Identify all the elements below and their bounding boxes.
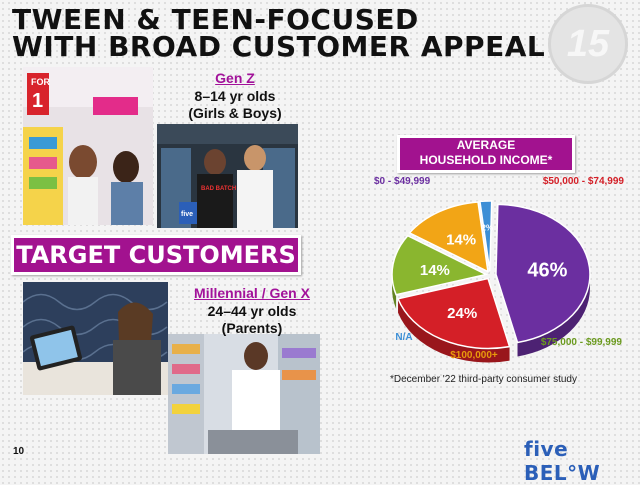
store-photo-girls: FOR 1 [23, 67, 153, 225]
millennial-who: (Parents) [221, 320, 283, 336]
millennial-label: Millennial / Gen X 24–44 yr olds (Parent… [182, 285, 322, 337]
tablet-woman-photo [23, 282, 168, 395]
genz-title: Gen Z [215, 70, 255, 86]
genz-label: Gen Z 8–14 yr olds (Girls & Boys) [180, 70, 290, 122]
income-title-box: Average Household Income* [397, 135, 575, 173]
pie-value-label-3: 14% [446, 232, 476, 249]
pie-value-label-4: 2% [482, 224, 494, 233]
pie-value-label-2: 14% [420, 262, 450, 279]
pie-slice-2 [391, 234, 489, 296]
pie-category-label-1: $50,000 - $74,999 [543, 176, 625, 187]
anniversary-badge: 15 [548, 4, 628, 84]
pie-category-label-0: $0 - $49,999 [374, 176, 431, 187]
pie-value-label-1: 24% [447, 305, 477, 322]
pie-slice-0 [495, 203, 591, 344]
income-title-line-2: Household Income* [419, 153, 553, 167]
millennial-title: Millennial / Gen X [194, 285, 310, 301]
footnote: *December '22 third-party consumer study [390, 374, 577, 385]
genz-who: (Girls & Boys) [188, 105, 282, 121]
bag-text: five [181, 211, 193, 218]
pie-category-label-2: $75,000 - $99,999 [541, 337, 623, 348]
target-customers-banner: Target Customers [11, 235, 301, 275]
pie-slice-side-0 [517, 274, 590, 357]
pie-slice-4 [479, 200, 493, 272]
sign-for: FOR [31, 77, 50, 87]
income-pie-chart: 46% 24% 14% 14% 2% $0 - $49,999 $50,000 - $74,… [374, 176, 625, 363]
shopping-woman-photo [168, 334, 320, 454]
title-line-1: Tween & Teen-Focused [12, 3, 419, 36]
tshirt-text: BAD BATCH [201, 186, 236, 192]
pie-category-label-3: $100,000+ [450, 350, 498, 361]
pie-slice-side-2 [392, 274, 397, 309]
title-line-2: with Broad Customer Appeal [12, 30, 546, 63]
sign-for-number: 1 [32, 90, 43, 112]
income-title-line-1: Average [456, 138, 516, 152]
page-number: 10 [13, 446, 25, 457]
five-below-logo: five BEL°W [524, 437, 601, 485]
slide-title: Tween & Teen-Focused with Broad Customer… [12, 3, 546, 63]
pie-slice-side-1 [398, 298, 510, 363]
millennial-age: 24–44 yr olds [207, 303, 297, 319]
store-photo-boys: BAD BATCH five [157, 124, 298, 228]
pie-value-label-0: 46% [527, 259, 567, 281]
genz-age: 8–14 yr olds [194, 88, 276, 104]
pie-category-label-4: N/A [395, 332, 412, 343]
pie-slice-1 [397, 277, 511, 350]
pie-slice-3 [408, 201, 489, 273]
